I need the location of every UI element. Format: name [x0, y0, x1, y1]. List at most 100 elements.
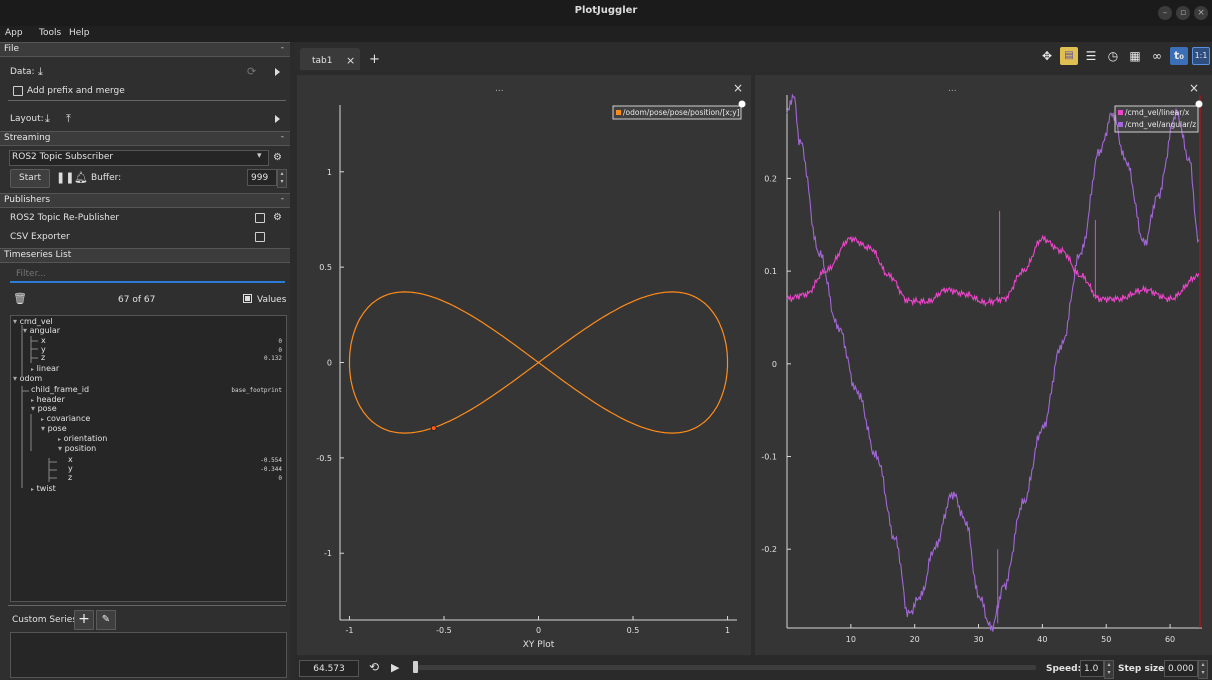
tree-item-position-x[interactable]: x [68, 455, 73, 464]
tab-tab1[interactable] [300, 48, 360, 70]
chevron-down-icon[interactable]: ▾ [58, 444, 63, 453]
tree-item-angular-y[interactable]: y [41, 345, 46, 354]
tree-item-angular-z[interactable]: z [41, 353, 46, 362]
tree-item-covariance[interactable]: ▸ covariance [41, 414, 91, 423]
chevron-down-icon[interactable]: ▾ [41, 424, 46, 433]
tree-item-linear[interactable]: ▸ linear [31, 364, 60, 373]
edit-pencil-icon[interactable]: ✎ [96, 610, 116, 630]
grid-icon[interactable]: ▦ [1129, 49, 1141, 63]
chevron-down-icon[interactable]: ▾ [13, 317, 18, 326]
close-window-button[interactable]: × [1194, 6, 1208, 20]
buffer-stepper[interactable]: ▴ ▾ [277, 169, 287, 188]
tab-close-icon[interactable]: × [346, 54, 356, 67]
bell-icon[interactable]: 🔔︎ [74, 171, 88, 184]
legend-entry: /odom/pose/pose/position/[x;y] [623, 108, 740, 117]
timeseries-section-header[interactable]: Timeseries List [0, 248, 290, 263]
xy-plot-canvas: -1 -0.5 0 0.5 1 -1 -0.5 0 0.5 1 XY Plot/odom/pose/… [316, 100, 746, 650]
gear-icon[interactable]: ⚙ [273, 152, 282, 163]
speed-input[interactable] [1080, 660, 1104, 677]
speed-stepper[interactable]: ▴ ▾ [1104, 660, 1114, 679]
values-checkbox[interactable] [243, 294, 252, 303]
close-plot-icon[interactable]: × [733, 81, 744, 95]
pause-icon[interactable]: ❚❚ [56, 171, 75, 184]
tree-item-orientation[interactable]: ▸ orientation [58, 434, 108, 443]
drag-handle[interactable]: ... [948, 84, 957, 94]
streaming-source-select[interactable] [9, 150, 269, 166]
start-button[interactable] [10, 169, 50, 188]
list-icon[interactable]: ☰ [1085, 49, 1097, 63]
close-plot-icon[interactable]: × [1189, 81, 1200, 95]
tree-item-pose-inner[interactable]: ▾ pose [41, 424, 67, 433]
publisher-csv-checkbox[interactable] [255, 232, 265, 242]
restore-button[interactable]: ▫ [1176, 6, 1190, 20]
menu-tools[interactable]: Tools [39, 28, 62, 38]
step-size-input[interactable] [1164, 660, 1198, 677]
chevron-right-icon[interactable]: ▸ [41, 416, 45, 423]
load-data-icon[interactable]: ⤓ [38, 65, 43, 78]
collapse-icon[interactable]: - [280, 43, 284, 53]
menu-app[interactable]: App [5, 28, 23, 38]
data-menu-arrow-icon[interactable] [275, 68, 280, 76]
ratio-icon[interactable]: 1:1 [1192, 47, 1210, 65]
tree-item-angular[interactable]: ▾ angular [23, 326, 61, 335]
time-slider-handle[interactable] [413, 661, 418, 673]
xy-trajectory-series [348, 291, 729, 434]
timeseries-tree[interactable]: ▾ cmd_vel ▾ angular x 0 y 0 z 0.132 ▸ li… [10, 315, 287, 602]
plot-style-icon[interactable]: ▤ [1060, 47, 1078, 65]
timeseries-plot-panel[interactable]: ... × -0.2 -0.1 0 0.1 0.2 10 20 30 40 50 60/cmd_ve… [755, 75, 1212, 655]
add-tab-button[interactable]: + [369, 52, 380, 67]
add-custom-series-button[interactable]: + [74, 610, 94, 630]
tree-item-cmd_vel[interactable]: ▾ cmd_vel [13, 317, 53, 326]
filter-input[interactable] [10, 266, 285, 283]
xy-plot-panel[interactable]: ... × -1 -0.5 0 0.5 1 -1 -0.5 0 0.5 1 XY Plot/odom… [297, 75, 751, 655]
chevron-right-icon[interactable]: ▸ [31, 397, 35, 404]
gear-icon[interactable]: ⚙ [273, 212, 282, 223]
chevron-right-icon[interactable]: ▸ [31, 366, 35, 373]
publisher-ros2-checkbox[interactable] [255, 213, 265, 223]
streaming-section-header[interactable]: Streaming - [0, 131, 290, 146]
reload-icon[interactable]: ⟳ [247, 65, 257, 78]
tree-item-position[interactable]: ▾ position [58, 444, 97, 453]
tree-item-position-z[interactable]: z [68, 473, 73, 482]
file-section-header[interactable]: File - [0, 42, 290, 57]
current-time-input[interactable] [299, 660, 359, 677]
loop-icon[interactable]: ⟲ [369, 660, 380, 674]
timeseries-count: 67 of 67 [118, 295, 156, 305]
chevron-down-icon[interactable]: ▾ [13, 374, 18, 383]
y-tick-label: -0.5 [316, 454, 332, 463]
play-icon[interactable]: ▶ [391, 661, 400, 674]
chevron-down-icon[interactable]: ▾ [31, 404, 36, 413]
tree-item-twist[interactable]: ▸ twist [31, 484, 56, 493]
trash-icon[interactable]: 🗑︎ [13, 292, 27, 305]
chevron-down-icon[interactable]: ▾ [257, 151, 262, 161]
publishers-section-header[interactable]: Publishers - [0, 193, 290, 208]
clock-icon[interactable]: ◷ [1107, 49, 1119, 63]
link-icon[interactable]: ∞ [1152, 49, 1162, 63]
chevron-down-icon[interactable]: ▾ [23, 326, 28, 335]
minimize-button[interactable]: – [1158, 6, 1172, 20]
tree-item-pose[interactable]: ▾ pose [31, 404, 57, 413]
time-slider-track[interactable] [414, 665, 1036, 670]
tree-item-position-y[interactable]: y [68, 464, 73, 473]
tree-item-angular-x[interactable]: x [41, 336, 46, 345]
tree-item-header[interactable]: ▸ header [31, 395, 65, 404]
tree-item-odom[interactable]: ▾ odom [13, 374, 43, 383]
load-layout-icon[interactable]: ⤓ [45, 112, 50, 125]
menu-help[interactable]: Help [69, 28, 90, 38]
buffer-input[interactable] [247, 169, 277, 186]
move-icon[interactable]: ✥ [1041, 49, 1053, 63]
time-offset-icon[interactable]: t₀ [1170, 47, 1188, 65]
collapse-icon[interactable]: - [280, 194, 284, 204]
save-layout-icon[interactable]: ⤒ [66, 112, 71, 125]
step-size-stepper[interactable]: ▴ ▾ [1198, 660, 1208, 679]
layout-label: Layout: [10, 114, 44, 124]
chevron-right-icon[interactable]: ▸ [58, 436, 62, 443]
drag-handle[interactable]: ... [495, 84, 504, 94]
chevron-right-icon[interactable]: ▸ [31, 486, 35, 493]
layout-menu-arrow-icon[interactable] [275, 115, 280, 123]
custom-series-list[interactable] [10, 632, 287, 678]
publisher-csv-exporter: CSV Exporter [10, 232, 70, 242]
add-prefix-checkbox[interactable] [13, 86, 23, 96]
tree-item-child_frame_id[interactable]: child_frame_id [31, 385, 90, 394]
collapse-icon[interactable]: - [280, 132, 284, 142]
